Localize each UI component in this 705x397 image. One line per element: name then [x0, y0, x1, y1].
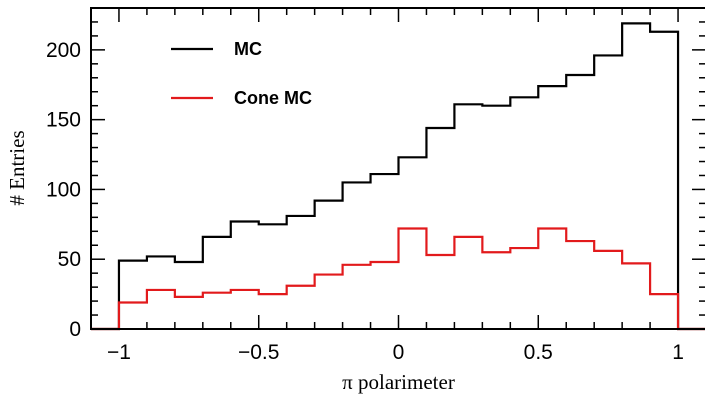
- y-axis-label: # Entries: [5, 130, 29, 205]
- y-tick-label: 150: [46, 109, 81, 132]
- y-tick-label: 100: [46, 178, 81, 201]
- y-tick-label: 0: [69, 318, 81, 341]
- legend-mc-label: MC: [234, 39, 262, 59]
- x-axis-label: π polarimeter: [342, 370, 455, 394]
- cone-mc-histogram-line: [91, 227, 705, 331]
- mc-histogram-line: [91, 22, 705, 331]
- axis-ticks: −1 −0.5 0 0.5 1 0 50 100 150 200: [46, 8, 705, 364]
- x-tick-label: 1: [672, 341, 684, 364]
- y-tick-label: 50: [58, 248, 81, 271]
- x-tick-label: −1: [107, 341, 131, 364]
- x-tick-label: 0: [393, 341, 405, 364]
- plot-frame: [90, 7, 705, 330]
- series-layer: [91, 22, 705, 331]
- legend: MC Cone MC: [171, 39, 312, 108]
- x-tick-label: 0.5: [524, 341, 553, 364]
- legend-cone-mc-label: Cone MC: [234, 88, 312, 108]
- x-tick-label: −0.5: [238, 341, 279, 364]
- y-tick-label: 200: [46, 39, 81, 62]
